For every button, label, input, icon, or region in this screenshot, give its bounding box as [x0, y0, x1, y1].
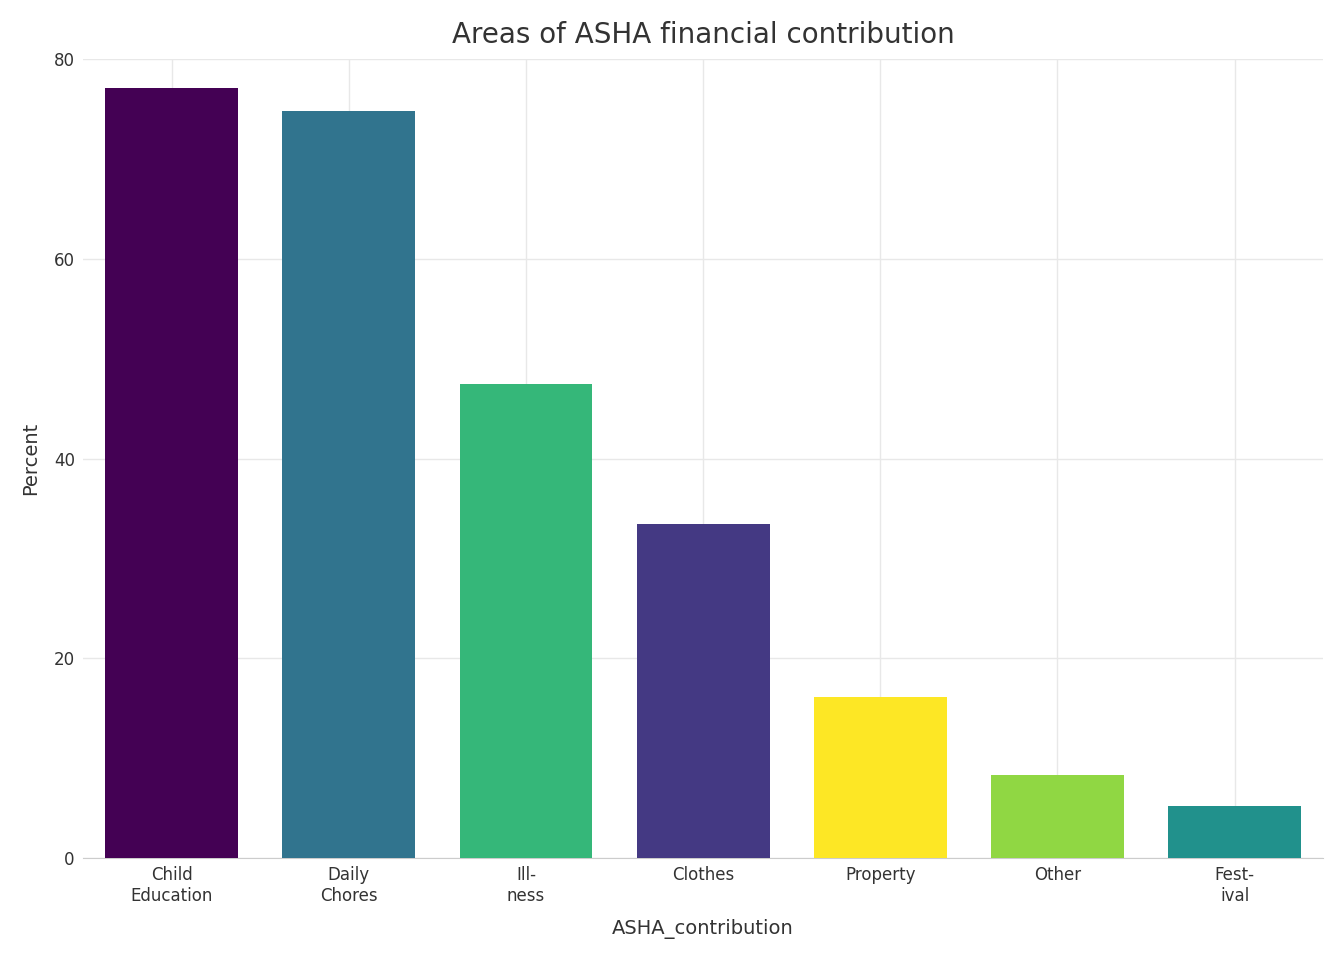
Y-axis label: Percent: Percent	[22, 422, 40, 495]
Bar	[991, 776, 1124, 858]
X-axis label: ASHA_contribution: ASHA_contribution	[613, 919, 794, 939]
Bar	[814, 697, 946, 858]
Bar	[282, 111, 415, 858]
Bar	[1168, 806, 1301, 858]
Bar	[105, 88, 238, 858]
Bar	[637, 524, 770, 858]
Title: Areas of ASHA financial contribution: Areas of ASHA financial contribution	[452, 21, 954, 49]
Bar	[460, 384, 593, 858]
